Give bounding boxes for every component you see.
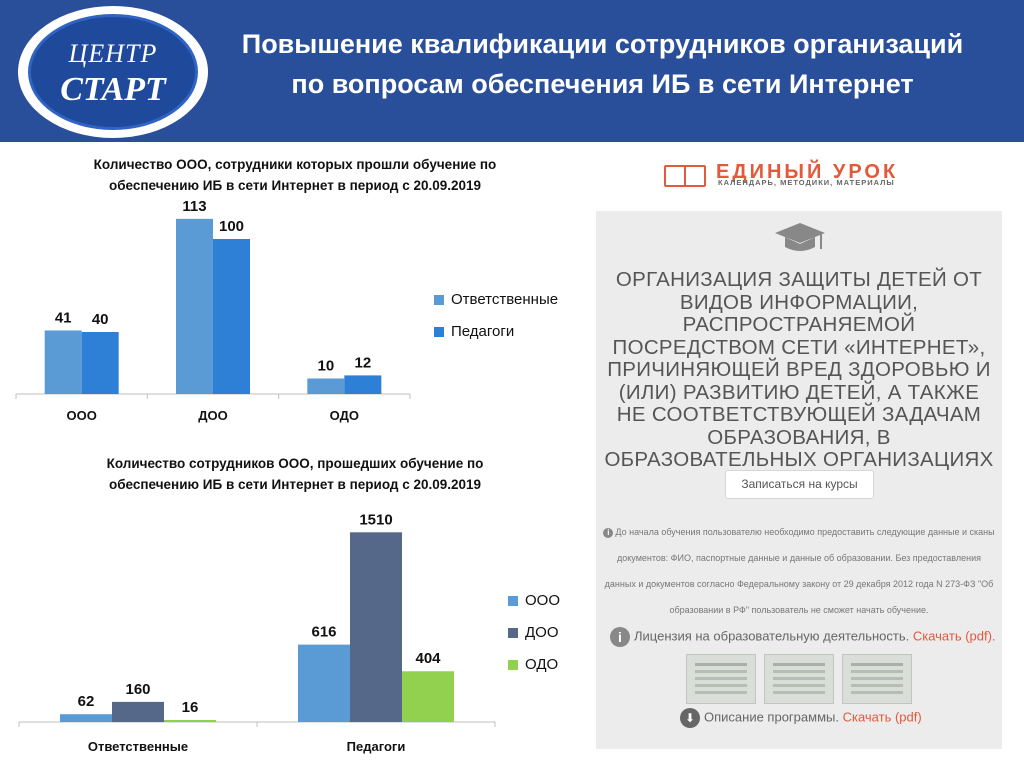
bar-0-0 (44, 330, 82, 394)
slide-title: Повышение квалификации сотрудников орган… (195, 24, 1010, 104)
slide-title-line-2: по вопросам обеспечения ИБ в сети Интерн… (291, 69, 914, 99)
data-label: 62 (78, 693, 95, 710)
graduation-cap-icon (775, 223, 825, 251)
chart2-title-line-1: Количество сотрудников ООО, прошедших об… (106, 456, 484, 471)
license-download-link[interactable]: Скачать (pdf). (912, 628, 996, 644)
data-label: 16 (182, 699, 199, 716)
legend-swatch (508, 660, 518, 670)
license-row: i Лицензия на образовательную деятельност… (610, 627, 1000, 647)
download-icon: ⬇ (680, 708, 700, 728)
legend-label: ДОО (525, 624, 559, 641)
legend-label: Педагоги (451, 323, 514, 340)
enroll-button[interactable]: Записаться на курсы (725, 470, 874, 499)
info-icon: i (610, 627, 630, 647)
data-label: 40 (92, 311, 109, 328)
logo-emblem: ЦЕНТР СТАРТ (28, 14, 198, 130)
bar-1-1 (350, 532, 402, 722)
license-thumbnails (686, 654, 916, 706)
data-label: 12 (354, 354, 371, 371)
bar-0-0 (60, 714, 112, 722)
logo-bottom-text: СТАРТ (60, 71, 166, 108)
category-label: Ответственные (88, 739, 188, 754)
data-label: 113 (182, 198, 206, 215)
data-label: 41 (55, 309, 72, 326)
bar-1-1 (213, 239, 250, 394)
logo-top-text: ЦЕНТР (68, 39, 158, 68)
category-label: ООО (66, 408, 96, 423)
license-thumbnail[interactable] (686, 654, 756, 704)
chart1-title-line-1: Количество ООО, сотрудники которых прошл… (93, 157, 497, 172)
category-label: ОДО (330, 408, 359, 423)
logo: ЦЕНТР СТАРТ (18, 6, 208, 138)
data-label: 1510 (359, 511, 392, 528)
bar-0-2 (307, 378, 345, 394)
license-thumbnail[interactable] (842, 654, 912, 704)
header-banner: ЦЕНТР СТАРТ Повышение квалификации сотру… (0, 0, 1024, 142)
data-label: 160 (125, 681, 150, 698)
license-thumbnail[interactable] (764, 654, 834, 704)
program-download-link[interactable]: Скачать (pdf) (842, 709, 922, 725)
legend-label: ООО (525, 592, 560, 609)
course-title: ОРГАНИЗАЦИЯ ЗАЩИТЫ ДЕТЕЙ ОТ ВИДОВ ИНФОРМ… (604, 268, 994, 471)
bar-1-2 (344, 375, 382, 394)
legend-swatch (508, 628, 518, 638)
bar-0-1 (176, 218, 213, 394)
notice-text: i До начала обучения пользователю необход… (602, 519, 996, 623)
bar-1-0 (81, 332, 119, 394)
notice-body: До начала обучения пользователю необходи… (604, 527, 995, 615)
data-label: 100 (219, 218, 244, 235)
license-label: Лицензия на образовательную деятельность… (634, 628, 910, 644)
brand-subtitle: КАЛЕНДАРЬ, МЕТОДИКИ, МАТЕРИАЛЫ (718, 178, 895, 187)
bar-2-1 (402, 671, 454, 722)
chart1-title: Количество ООО, сотрудники которых прошл… (50, 154, 540, 196)
data-label: 616 (311, 624, 336, 641)
bar-1-0 (112, 701, 164, 722)
legend-label: ОДО (525, 656, 558, 673)
legend-swatch (434, 327, 444, 337)
legend-swatch (508, 596, 518, 606)
chart1-title-line-2: обеспечению ИБ в сети Интернет в период … (108, 178, 482, 193)
data-label: 10 (317, 358, 334, 375)
brand-name: ЕДИНЫЙ УРОК (716, 161, 899, 183)
book-icon (664, 165, 706, 187)
data-label: 404 (415, 650, 441, 667)
bar-0-1 (298, 644, 350, 722)
course-card: ОРГАНИЗАЦИЯ ЗАЩИТЫ ДЕТЕЙ ОТ ВИДОВ ИНФОРМ… (596, 211, 1002, 749)
slide-title-line-1: Повышение квалификации сотрудников орган… (241, 29, 964, 59)
program-row: ⬇ Описание программы. Скачать (pdf) (680, 708, 980, 728)
chart2-title: Количество сотрудников ООО, прошедших об… (40, 453, 550, 495)
info-icon: i (603, 527, 614, 538)
legend-label: Ответственные (451, 291, 558, 308)
program-label: Описание программы. (704, 709, 839, 725)
chart2-title-line-2: обеспечению ИБ в сети Интернет в период … (108, 477, 482, 492)
category-label: ДОО (198, 408, 228, 423)
legend-swatch (434, 295, 444, 305)
bar-2-0 (164, 719, 216, 722)
brand-header[interactable]: ЕДИНЫЙ УРОК КАЛЕНДАРЬ, МЕТОДИКИ, МАТЕРИА… (664, 161, 934, 189)
category-label: Педагоги (347, 739, 406, 754)
